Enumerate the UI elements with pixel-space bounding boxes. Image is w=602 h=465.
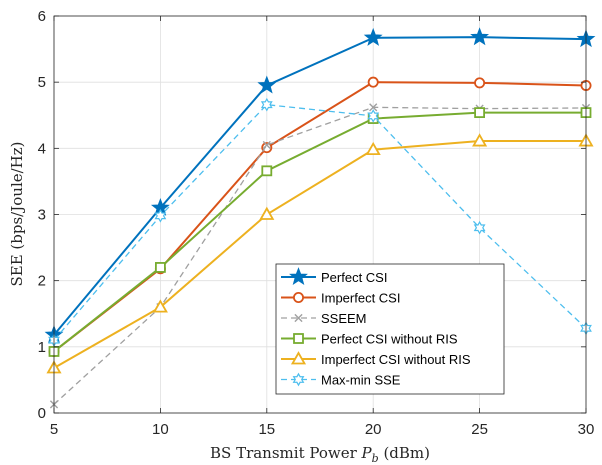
legend-marker [292,372,305,387]
data-point [472,133,488,147]
y-tick-label: 6 [38,8,46,25]
legend-marker [292,291,304,303]
data-point [365,141,381,156]
legend: Perfect CSI Imperfect CSI SSEEM Perfect CSI… [275,263,505,395]
y-tick-label: 4 [38,140,46,157]
legend-item: Imperfect CSI [281,291,400,306]
y-tick-label: 5 [38,74,46,91]
legend-marker [290,351,307,365]
y-tick-label: 1 [38,339,46,356]
y-axis-label: SEE (bps/Joule/Hz) [8,141,26,286]
series-line [53,106,587,405]
x-tick-label: 25 [471,421,488,438]
legend-item: SSEEM [281,311,367,326]
legend-box [275,263,505,395]
data-point [474,77,486,89]
x-axis-label: BS Transmit Power Pb (dBm) [210,444,430,465]
legend-item: Perfect CSI without RIS [281,332,458,347]
data-point [261,165,273,177]
data-point [257,75,277,94]
data-point [367,76,379,88]
series-line [53,140,586,369]
y-tick-label: 2 [38,273,46,290]
legend-label: SSEEM [321,311,367,326]
series-line [53,111,586,353]
x-tick-label: 5 [50,421,58,438]
data-point [363,27,383,46]
data-point [261,142,273,154]
legend-marker [294,313,303,323]
series-line [53,103,587,341]
x-tick-label: 10 [152,421,169,438]
data-point [369,103,378,112]
legend-label: Perfect CSI without RIS [321,332,458,347]
y-tick-label: 3 [38,207,46,224]
y-tick-label: 0 [38,405,46,422]
data-point [152,299,168,313]
series-layer [44,27,596,409]
legend-label: Perfect CSI [321,270,387,285]
data-point [473,220,486,235]
legend-item: Perfect CSI [281,267,387,286]
data-point [154,262,166,273]
legend-item: Imperfect CSI without RIS [281,351,471,367]
tick-layer: 5 10 15 20 25 30 0 1 2 3 4 5 6 [38,8,595,438]
x-tick-label: 15 [258,421,275,438]
series-line [53,36,587,336]
data-point [260,97,273,112]
legend-marker [289,267,308,286]
legend-label: Imperfect CSI [321,291,400,306]
x-tick-label: 30 [578,421,595,438]
legend-item: Max-min SSE [281,373,401,388]
data-point [470,27,490,46]
x-tick-label: 20 [365,421,382,438]
data-point [367,109,380,123]
legend-label: Imperfect CSI without RIS [321,352,471,367]
legend-marker [293,333,304,344]
data-point [262,140,271,150]
data-point [154,209,167,223]
data-point [259,206,275,220]
legend-label: Max-min SSE [321,373,401,388]
data-point [474,107,486,119]
